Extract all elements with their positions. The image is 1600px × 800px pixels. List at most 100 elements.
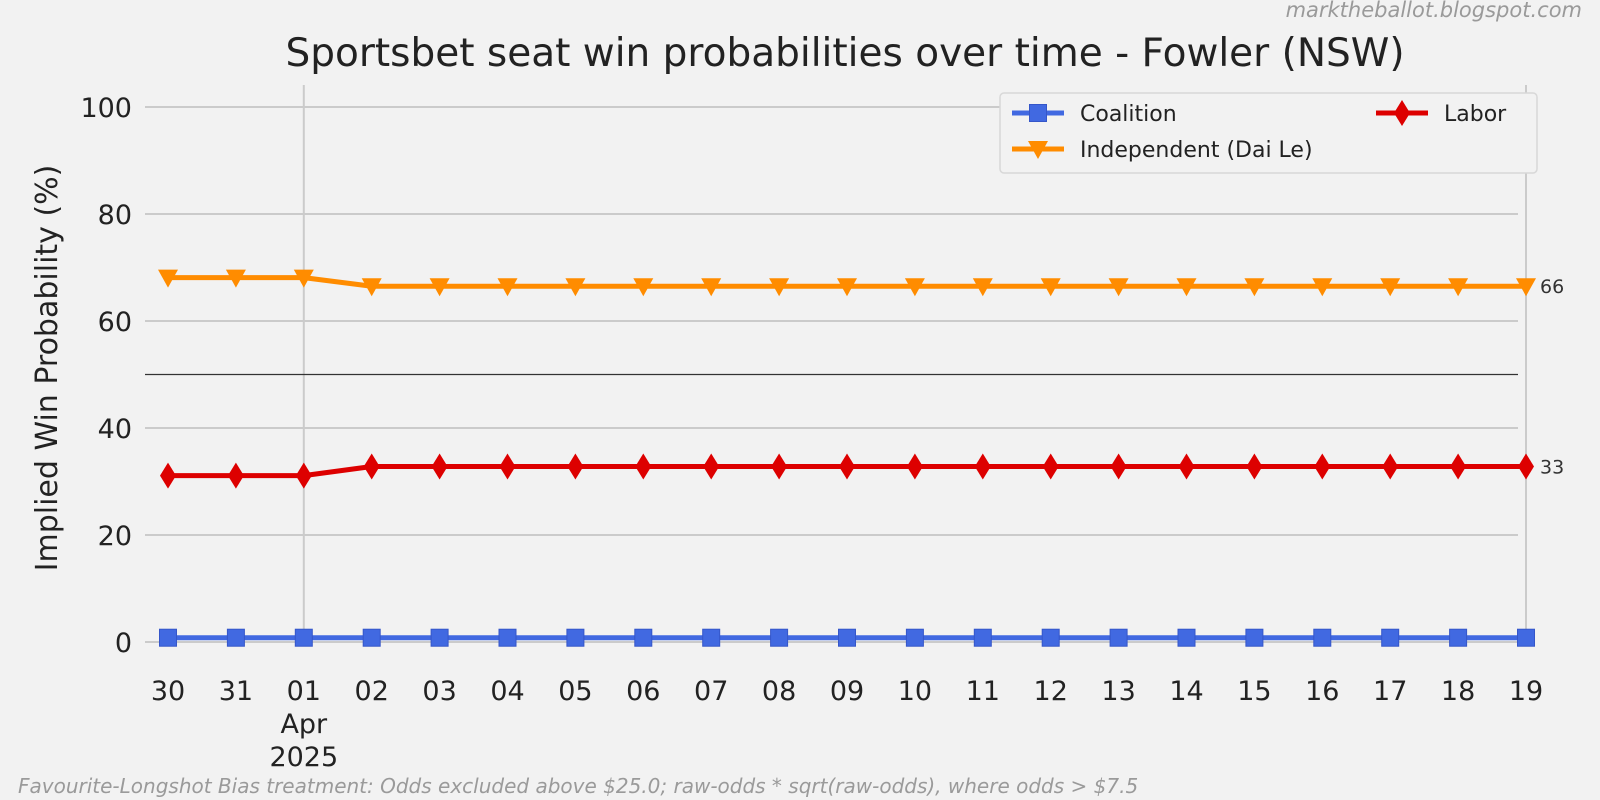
data-point — [1178, 453, 1195, 480]
data-point — [498, 628, 517, 647]
y-tick-label: 100 — [80, 93, 132, 124]
data-point — [1040, 278, 1061, 297]
x-tick-label: 02 — [355, 676, 389, 707]
legend-label: Independent (Dai Le) — [1080, 138, 1313, 163]
data-point — [905, 628, 924, 647]
x-tick-label: 06 — [626, 676, 660, 707]
x-tick-label: 10 — [898, 676, 932, 707]
x-tick-label: 08 — [762, 676, 796, 707]
series-group: 66 33 — [158, 269, 1564, 647]
data-point — [701, 278, 722, 297]
x-tick-label: 01 — [287, 676, 321, 707]
x-tick-label: 05 — [558, 676, 592, 707]
data-point — [362, 628, 381, 647]
data-point — [160, 462, 176, 489]
y-axis-label: Implied Win Probability (%) — [30, 165, 65, 572]
data-point — [1382, 453, 1399, 480]
data-point — [1449, 628, 1468, 647]
x-tick-label: 13 — [1101, 676, 1135, 707]
data-point — [1109, 628, 1128, 647]
x-month-label: Apr — [280, 709, 328, 740]
data-point — [771, 453, 788, 480]
y-tick-label: 60 — [98, 307, 132, 338]
data-point — [769, 278, 790, 297]
data-point — [1381, 628, 1400, 647]
x-axis-ticks: 30 31 01 02 03 04 05 06 07 08 09 10 11 12 13 14 15 16 17 18… — [151, 676, 1543, 773]
x-tick-label: 03 — [422, 676, 456, 707]
x-tick-label: 17 — [1373, 676, 1407, 707]
data-point — [159, 628, 177, 647]
data-point — [497, 278, 518, 297]
data-point — [770, 628, 789, 647]
data-point — [293, 269, 314, 288]
data-point — [1517, 628, 1535, 647]
data-point — [226, 628, 245, 647]
data-point — [1042, 453, 1059, 480]
series-1: 66 — [158, 269, 1564, 298]
series-2: 33 — [160, 453, 1564, 489]
data-point — [906, 453, 923, 480]
x-tick-label: 18 — [1441, 676, 1475, 707]
x-tick-label: 15 — [1237, 676, 1271, 707]
data-point — [363, 453, 380, 480]
data-point — [294, 628, 313, 647]
data-point — [972, 278, 993, 297]
data-point — [703, 453, 720, 480]
data-point — [430, 628, 449, 647]
data-point — [1108, 278, 1129, 297]
x-tick-label: 12 — [1034, 676, 1068, 707]
x-tick-label: 09 — [830, 676, 864, 707]
x-tick-label: 31 — [219, 676, 253, 707]
y-tick-label: 0 — [115, 628, 132, 659]
legend-swatch-marker — [1394, 100, 1410, 126]
x-tick-label: 16 — [1305, 676, 1339, 707]
data-point — [1448, 278, 1469, 297]
data-point — [431, 453, 448, 480]
data-point — [1176, 278, 1197, 297]
legend-label: Coalition — [1080, 102, 1177, 127]
data-point — [1313, 628, 1332, 647]
data-point — [361, 278, 382, 297]
footnote: Favourite-Longshot Bias treatment: Odds … — [18, 774, 1139, 798]
x-tick-label: 07 — [694, 676, 728, 707]
data-point — [837, 278, 857, 297]
y-axis-ticks: 0 20 40 60 80 100 — [80, 93, 132, 659]
data-point — [973, 628, 992, 647]
data-point — [1380, 278, 1401, 297]
y-tick-label: 20 — [98, 521, 132, 552]
series-0 — [159, 628, 1535, 647]
data-point — [1110, 453, 1127, 480]
data-point — [1244, 278, 1265, 297]
data-point — [1516, 278, 1536, 297]
data-point — [839, 453, 855, 480]
data-point — [974, 453, 991, 480]
data-point — [1314, 453, 1331, 480]
chart-title: Sportsbet seat win probabilities over ti… — [285, 31, 1404, 76]
data-point — [634, 628, 653, 647]
data-point — [702, 628, 721, 647]
data-point — [227, 462, 244, 489]
y-tick-label: 80 — [98, 200, 132, 231]
data-point — [429, 278, 450, 297]
data-point — [1312, 278, 1333, 297]
data-point — [838, 628, 856, 647]
data-point — [565, 278, 586, 297]
data-point — [635, 453, 652, 480]
data-point — [633, 278, 654, 297]
legend-label: Labor — [1444, 102, 1507, 127]
x-tick-label: 11 — [966, 676, 1000, 707]
end-value-label: 33 — [1540, 457, 1564, 479]
legend-swatch-marker — [1028, 141, 1048, 159]
x-tick-label: 19 — [1509, 676, 1543, 707]
x-month-label: 2025 — [269, 742, 338, 773]
data-point — [1177, 628, 1196, 647]
data-point — [225, 269, 246, 288]
x-tick-label: 04 — [490, 676, 524, 707]
data-point — [295, 462, 312, 489]
x-tick-label: 30 — [151, 676, 185, 707]
data-point — [1246, 453, 1263, 480]
x-tick-label: 14 — [1169, 676, 1203, 707]
end-value-label: 66 — [1540, 276, 1564, 298]
data-point — [1518, 453, 1534, 480]
